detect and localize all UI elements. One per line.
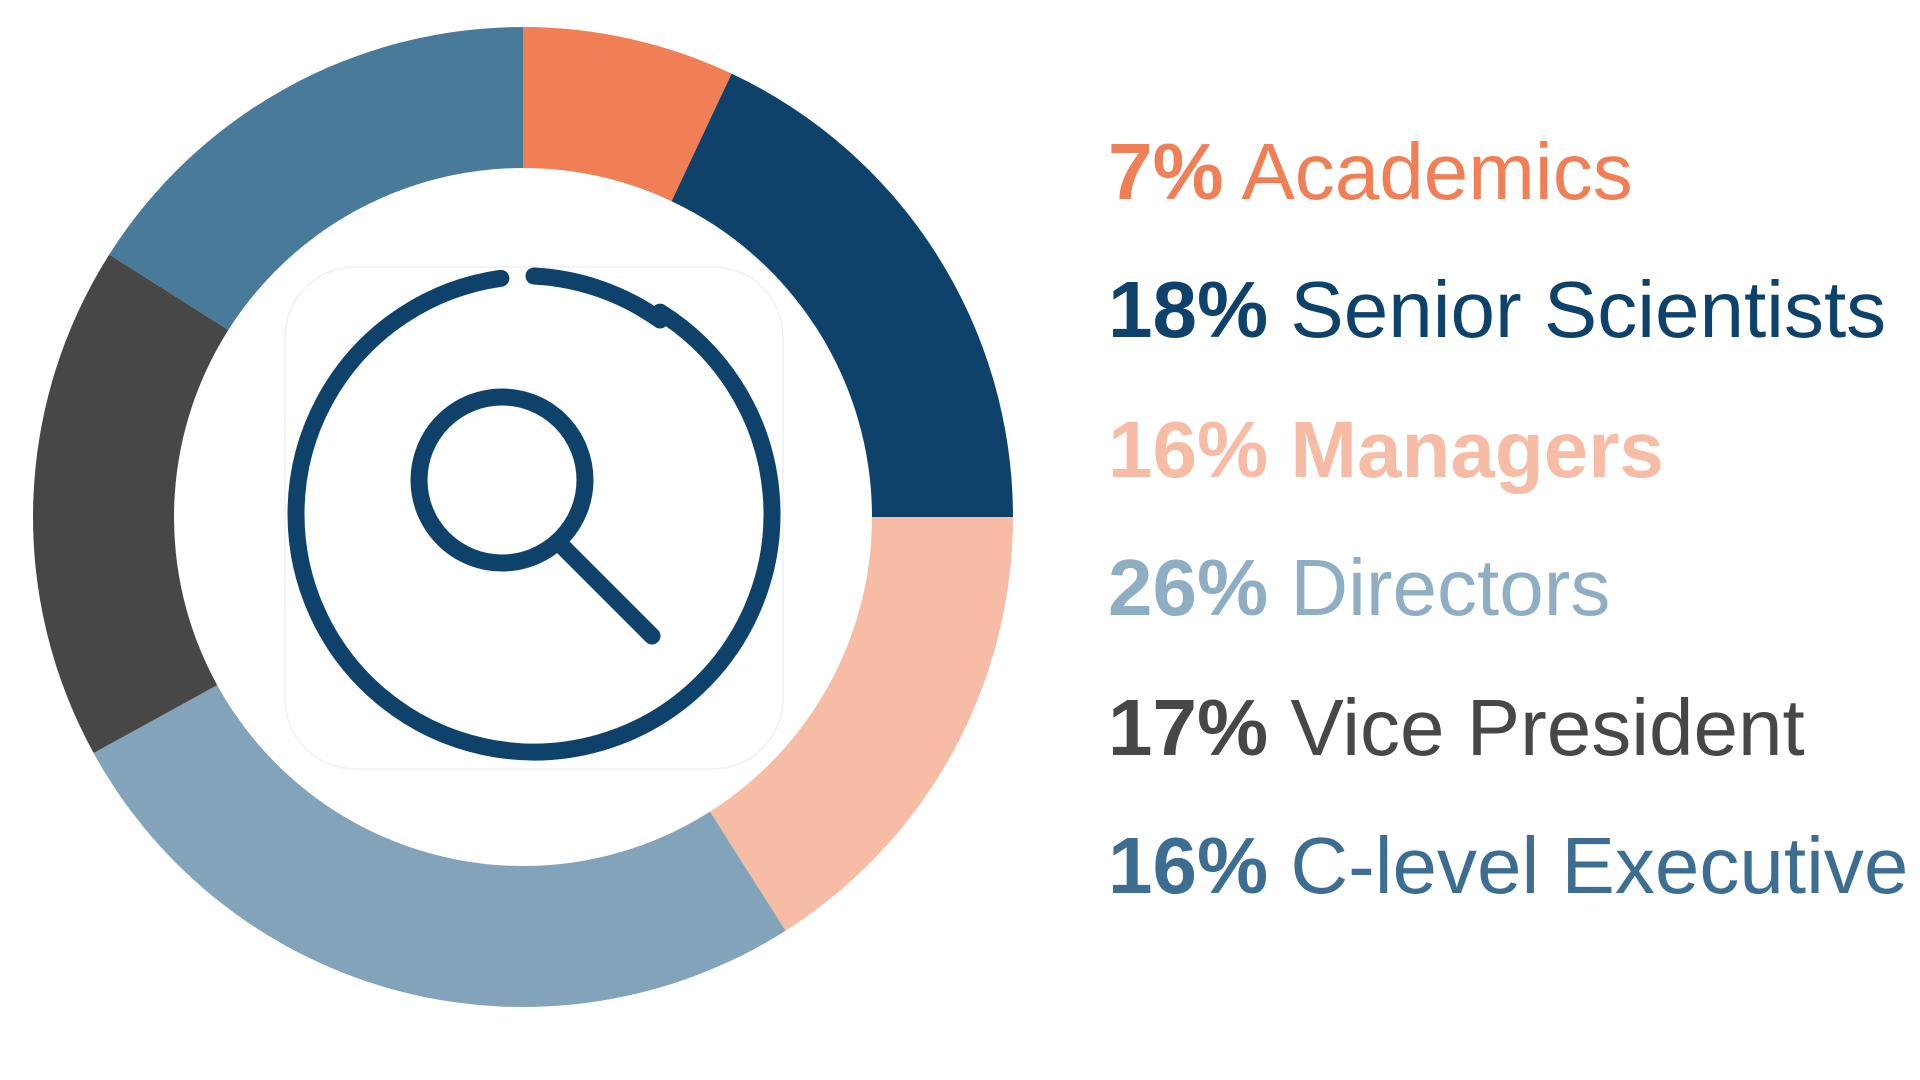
legend-item: 26% Directors bbox=[1108, 548, 1610, 628]
legend-label: Senior Scientists bbox=[1268, 265, 1887, 354]
legend-label: C-level Executive bbox=[1268, 821, 1909, 910]
legend-item: 7% Academics bbox=[1108, 132, 1633, 212]
donut-slice-senior-scientists bbox=[671, 73, 1013, 518]
donut-slice-academics bbox=[523, 27, 732, 202]
magnifying-glass-icon bbox=[284, 266, 784, 770]
legend-percent: 7% bbox=[1108, 127, 1224, 216]
donut-slice-c-level-executive bbox=[109, 27, 523, 330]
legend-item: 16% C-level Executive bbox=[1108, 826, 1908, 906]
legend-percent: 16% bbox=[1108, 405, 1269, 494]
donut-slice-vice-president bbox=[32, 254, 229, 754]
legend-percent: 17% bbox=[1108, 683, 1269, 772]
donut-chart bbox=[32, 27, 1013, 1007]
legend-label: Directors bbox=[1268, 543, 1611, 632]
legend-item: 17% Vice President bbox=[1108, 688, 1805, 768]
legend-label: Academics bbox=[1223, 127, 1633, 216]
legend-item: 16% Managers bbox=[1108, 410, 1664, 490]
legend-percent: 26% bbox=[1108, 543, 1269, 632]
legend-item: 18% Senior Scientists bbox=[1108, 270, 1886, 350]
legend-percent: 16% bbox=[1108, 821, 1269, 910]
donut-slice-directors bbox=[93, 685, 786, 1007]
donut-slice-managers bbox=[710, 517, 1013, 931]
legend-label: Managers bbox=[1268, 405, 1664, 494]
legend-percent: 18% bbox=[1108, 265, 1269, 354]
legend-label: Vice President bbox=[1268, 683, 1805, 772]
